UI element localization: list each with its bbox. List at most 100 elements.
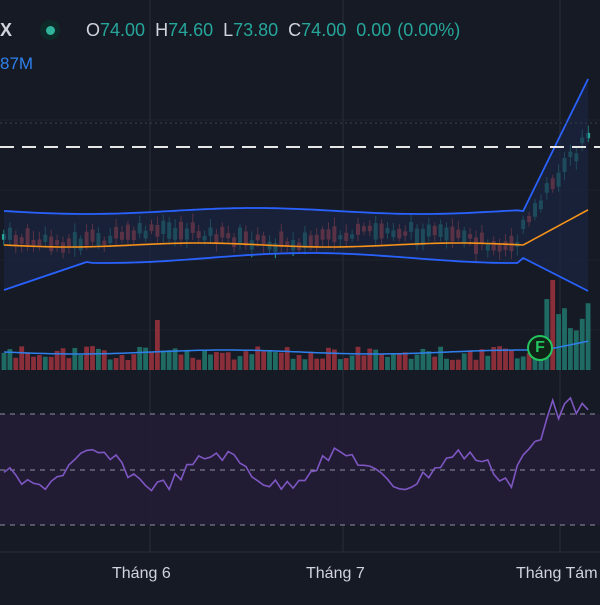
high-label: H [155,19,169,40]
volume-bar [308,352,314,370]
volume-bar [509,349,514,370]
volume-bar [113,357,119,370]
open-label: O [86,19,101,40]
volume-bar [514,358,520,370]
volume-bar [385,356,390,370]
volume-bar [261,351,266,370]
volume-bar [343,357,349,370]
volume-ma-line [3,340,589,355]
volume-bar [31,356,36,370]
volume-bar [526,353,532,370]
volume-bar [149,351,154,370]
volume-bar [290,358,296,370]
volume-bar [72,347,78,370]
volume-bar [320,358,325,370]
volume-bar [332,349,337,370]
x-axis-label-june: Tháng 6 [112,565,171,582]
volume-bar [249,354,255,370]
volume-bar [96,348,101,370]
close-value: 74.00 [301,19,347,40]
volume-bar [66,358,72,370]
ohlc-legend: X O 74.00 H 74.60 L 73.80 C 74.00 0.00 (0.00… [0,16,460,44]
volume-bar [579,318,585,370]
volume-bar [107,359,113,370]
event-badge-icon[interactable]: F [527,335,553,361]
volume-bar [391,353,396,370]
volume-bar [54,350,60,370]
moving-average-line [3,209,589,248]
volume-bar [125,359,131,370]
volume-bar [119,355,125,370]
volume-bar [196,359,202,370]
volume-bar [314,358,320,370]
volume-bar [302,359,308,370]
open-value: 74.00 [100,19,146,40]
volume-bar [379,353,384,370]
volume-bar [202,350,207,370]
low-value: 73.80 [233,19,279,40]
volume-bar [101,350,107,370]
volume-bar [349,355,355,370]
volume-bar [273,352,278,370]
volume-bar [78,354,84,370]
volume-bar [42,356,48,370]
high-value: 74.60 [168,19,214,40]
bollinger-fill [4,79,589,291]
volume-bar [137,346,143,370]
x-axis-label-july: Tháng 7 [306,565,365,582]
volume-bar [225,352,231,370]
volume-bar [473,359,479,370]
volume-bar [237,356,243,370]
volume-bar [160,350,166,370]
volume-bar [60,348,66,370]
volume-bar [485,355,491,370]
volume-bar [355,346,361,370]
volume-bar [1,352,7,370]
change-percent: (0.00%) [397,19,461,40]
bollinger-lower-line [3,252,589,292]
volume-bar [556,314,561,370]
symbol-label[interactable]: X [0,19,13,40]
volume-bar [131,354,137,370]
volume-bar [361,355,367,370]
volume-bar [178,354,184,370]
volume-bar [373,349,379,370]
bollinger-upper-line [3,78,589,215]
volume-bar [155,320,160,370]
low-label: L [223,19,234,40]
volume-bar [278,352,284,370]
volume-bar [243,351,249,370]
volume-bar [326,347,331,370]
volume-bar [37,355,42,370]
volume-bar [214,352,219,370]
volume-bar [48,356,54,370]
rsi-line [3,396,589,492]
volume-bar [444,358,449,370]
volume-bar [143,347,148,370]
volume-bar [219,352,225,370]
volume-bar [491,347,497,370]
volume-bar [479,349,485,370]
volume-bar [544,299,550,370]
volume-bar [90,346,95,370]
volume-bar [25,352,30,370]
volume-bar [414,354,420,370]
volume-legend-value: 87M [0,54,34,73]
volume-bar [585,303,591,370]
volume-bar [19,346,25,370]
volume-bar [402,352,408,370]
volume-bar [84,346,89,370]
volume-bar [255,346,261,370]
volume-bar [267,350,272,370]
volume-bar [337,359,343,370]
volume-bar [172,348,178,370]
x-axis-label-august: Tháng Tám [516,565,598,582]
volume-bar [166,350,172,370]
volume-bar [532,357,538,370]
close-label: C [288,19,302,40]
volume-bar [284,347,290,370]
volume-bar [562,308,567,370]
volume-bar [450,359,455,370]
